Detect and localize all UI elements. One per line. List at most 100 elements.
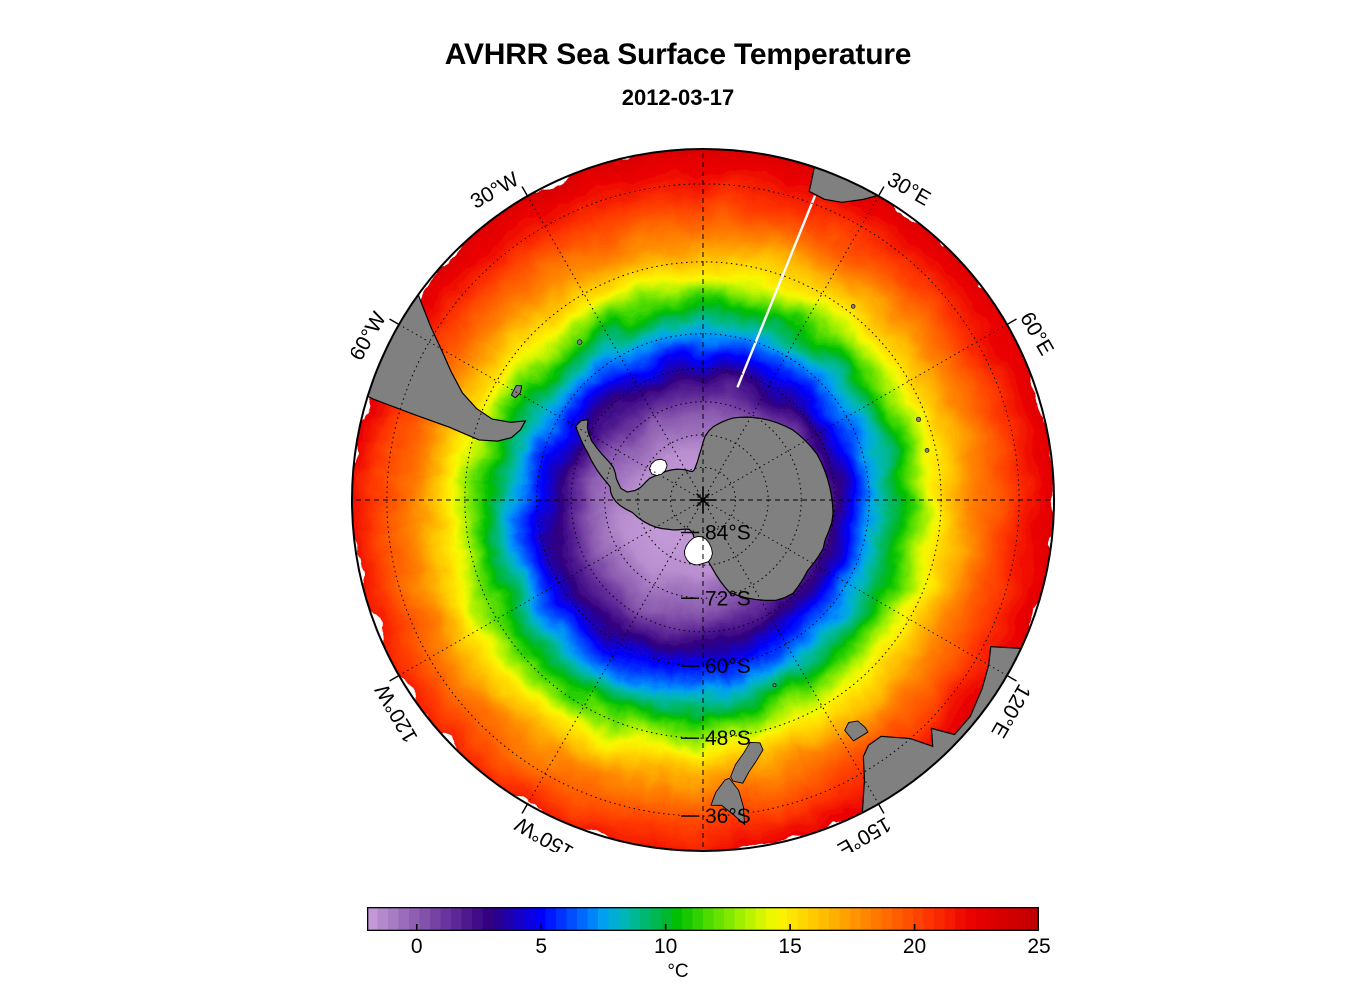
colorbar-band xyxy=(1007,907,1019,931)
colorbar-band xyxy=(976,907,988,931)
longitude-tick xyxy=(1005,674,1017,682)
colorbar-band xyxy=(461,907,473,931)
landmass-new-zealand-north xyxy=(710,777,746,826)
colorbar-band xyxy=(787,907,799,931)
colorbar-band xyxy=(640,907,652,931)
colorbar-band xyxy=(955,907,967,931)
latitude-labels: 84°S 72°S 60°S 48°S 36°S xyxy=(681,522,751,828)
graticule xyxy=(352,149,1054,851)
colorbar[interactable] xyxy=(367,907,1039,931)
graticule-parallel xyxy=(669,466,737,534)
graticule-meridian xyxy=(527,499,704,805)
colorbar-band xyxy=(692,907,704,931)
colorbar-band xyxy=(965,907,977,931)
colorbar-band xyxy=(1018,907,1030,931)
colorbar-band xyxy=(577,907,589,931)
landmass-island xyxy=(916,416,922,422)
colorbar-band xyxy=(766,907,778,931)
longitude-tick xyxy=(521,802,529,814)
colorbar-band xyxy=(913,907,925,931)
landmass-new-zealand-south xyxy=(730,741,764,784)
landmass-tasmania xyxy=(844,720,869,742)
colorbar-tick-label: 15 xyxy=(778,935,802,958)
colorbar-band xyxy=(619,907,631,931)
satellite-swath-gap xyxy=(736,195,817,388)
colorbar-tick-label: 0 xyxy=(410,935,423,958)
colorbar-band xyxy=(850,907,862,931)
graticule-meridian xyxy=(398,324,704,501)
colorbar-tick-labels: 0 5 10 15 20 25 xyxy=(367,935,1051,961)
page-subtitle: 2012-03-17 xyxy=(621,85,735,110)
latitude-label: 84°S xyxy=(705,522,751,545)
longitude-tick xyxy=(877,802,885,814)
colorbar-band xyxy=(587,907,599,931)
colorbar-band xyxy=(608,907,620,931)
colorbar-band xyxy=(808,907,820,931)
landmass-madagascar xyxy=(981,149,1047,237)
landmass-island xyxy=(576,339,583,345)
longitude-tick xyxy=(521,186,529,198)
latitude-label: 60°S xyxy=(705,655,751,678)
colorbar-band xyxy=(524,907,536,931)
colorbar-band xyxy=(409,907,421,931)
ice-shelf-ross xyxy=(683,536,713,566)
latitude-label: 72°S xyxy=(705,587,751,610)
colorbar-band xyxy=(713,907,725,931)
colorbar-band xyxy=(377,907,389,931)
colorbar-band xyxy=(871,907,883,931)
longitude-tick xyxy=(1005,318,1017,326)
colorbar-band xyxy=(671,907,683,931)
colorbar-band xyxy=(776,907,788,931)
colorbar-band xyxy=(892,907,904,931)
ice-shelf-filchner xyxy=(648,458,668,477)
colorbar-band xyxy=(734,907,746,931)
landmass-island xyxy=(924,448,930,453)
longitude-tick xyxy=(389,674,401,682)
colorbar-band xyxy=(944,907,956,931)
polar-map[interactable]: 84°S72°S60°S48°S36°S0°30°E60°E90°E120°E1… xyxy=(351,148,1055,852)
colorbar-band xyxy=(451,907,463,931)
graticule-meridian xyxy=(527,195,704,501)
longitude-tick xyxy=(389,318,401,326)
south-pole-marker xyxy=(690,487,716,513)
colorbar-band xyxy=(755,907,767,931)
colorbar-band xyxy=(598,907,610,931)
map-content xyxy=(352,149,1054,851)
colorbar-band xyxy=(514,907,526,931)
colorbar-band xyxy=(556,907,568,931)
colorbar-band xyxy=(367,907,379,931)
longitude-tick xyxy=(877,186,885,198)
colorbar-band xyxy=(388,907,400,931)
colorbar-band xyxy=(724,907,736,931)
colorbar-band xyxy=(797,907,809,931)
colorbar-band xyxy=(419,907,431,931)
landmass-island xyxy=(772,683,777,688)
landmass-south-america xyxy=(352,149,527,442)
colorbar-band xyxy=(398,907,410,931)
landmass-falkland-islands xyxy=(510,385,523,399)
colorbar-band xyxy=(745,907,757,931)
colorbar-band xyxy=(1028,907,1039,931)
graticule-parallel xyxy=(570,367,836,633)
colorbar-svg xyxy=(367,907,1039,931)
colorbar-tick-label: 20 xyxy=(902,935,927,958)
colorbar-band xyxy=(923,907,935,931)
colorbar-band xyxy=(682,907,694,931)
graticule-meridian xyxy=(702,324,1008,501)
colorbar-unit-label: °C xyxy=(667,961,689,982)
colorbar-band xyxy=(482,907,494,931)
colorbar-band xyxy=(818,907,830,931)
colorbar-band xyxy=(661,907,673,931)
colorbar-band xyxy=(881,907,893,931)
graticule-parallel xyxy=(604,401,802,599)
colorbar-band xyxy=(829,907,841,931)
colorbar-band xyxy=(430,907,442,931)
colorbar-tick-label: 10 xyxy=(653,935,678,958)
colorbar-band xyxy=(629,907,641,931)
colorbar-band xyxy=(545,907,557,931)
graticule-meridian xyxy=(702,195,879,501)
colorbar-band xyxy=(703,907,715,931)
colorbar-tick-label: 5 xyxy=(535,935,548,958)
graticule-meridian xyxy=(398,499,704,676)
polar-map-svg: 84°S72°S60°S48°S36°S0°30°E60°E90°E120°E1… xyxy=(351,148,1055,852)
